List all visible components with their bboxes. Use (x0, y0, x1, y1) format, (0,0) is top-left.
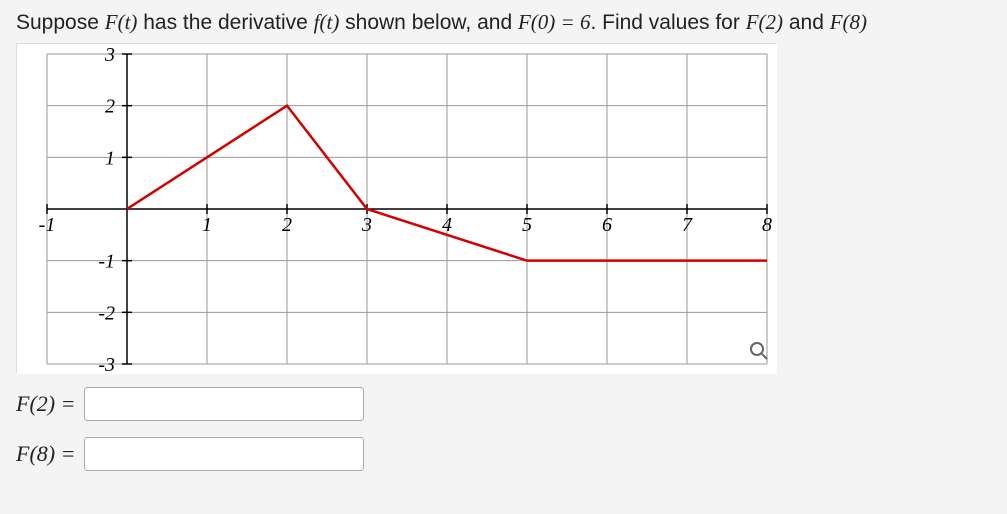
f2-label: F(2) = (16, 391, 76, 417)
svg-text:5: 5 (522, 214, 532, 236)
q-Ft: F(t) (105, 10, 138, 34)
answers-block: F(2) = F(8) = (16, 387, 991, 471)
magnify-icon[interactable] (749, 341, 769, 366)
q-cond: F(0) = 6 (518, 10, 591, 34)
chart-container: -112345678-3-2-1123 (16, 43, 776, 373)
q-text: Suppose (16, 11, 105, 34)
svg-text:3: 3 (104, 44, 115, 66)
svg-text:-1: -1 (98, 251, 115, 273)
svg-text:1: 1 (105, 147, 115, 169)
question-text: Suppose F(t) has the derivative f(t) sho… (16, 10, 991, 35)
answer-row-f8: F(8) = (16, 437, 991, 471)
q-mid2: shown below, and (339, 11, 518, 34)
q-F2: F(2) (746, 10, 783, 34)
svg-text:6: 6 (602, 214, 612, 236)
svg-text:-2: -2 (98, 302, 115, 324)
svg-text:2: 2 (282, 214, 292, 236)
q-mid3: . Find values for (590, 11, 745, 34)
f8-input[interactable] (84, 437, 364, 471)
q-F8: F(8) (830, 10, 867, 34)
q-mid1: has the derivative (137, 11, 313, 34)
svg-text:3: 3 (361, 214, 372, 236)
q-ft: f(t) (314, 10, 340, 34)
svg-text:1: 1 (202, 214, 212, 236)
svg-text:-3: -3 (98, 354, 115, 374)
f8-label: F(8) = (16, 441, 76, 467)
svg-text:7: 7 (682, 214, 693, 236)
svg-text:2: 2 (105, 96, 115, 118)
svg-text:8: 8 (762, 214, 772, 236)
q-and: and (783, 11, 830, 34)
svg-text:-1: -1 (39, 214, 56, 236)
f2-input[interactable] (84, 387, 364, 421)
answer-row-f2: F(2) = (16, 387, 991, 421)
derivative-chart: -112345678-3-2-1123 (17, 44, 777, 374)
